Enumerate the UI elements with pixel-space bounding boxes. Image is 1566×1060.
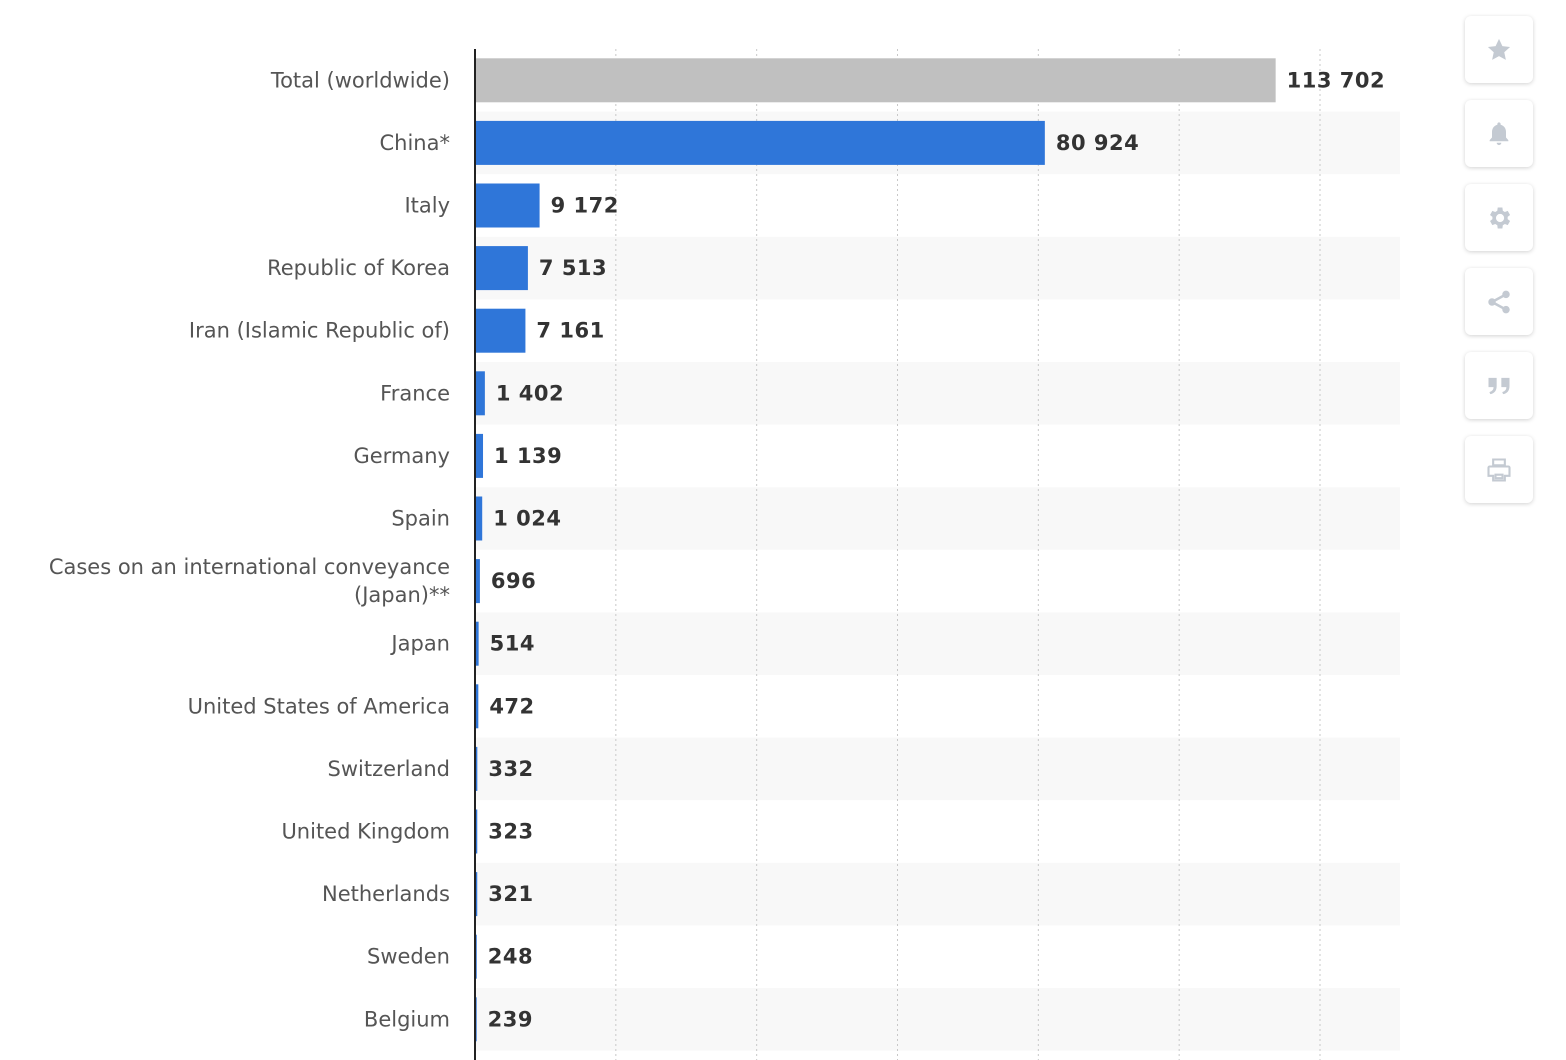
row-band <box>475 988 1400 1051</box>
category-label-line: France <box>380 381 450 405</box>
category-label-line: Japan <box>389 632 450 656</box>
favorite-button[interactable] <box>1465 16 1533 83</box>
bar <box>475 684 479 729</box>
value-label: 248 <box>488 945 533 969</box>
category-label: Switzerland <box>328 757 451 781</box>
category-label-line: Switzerland <box>328 757 451 781</box>
bar-chart: 113 702 Total (worldwide) 80 924 China* 9 17… <box>48 49 1400 1060</box>
row-band <box>475 487 1400 550</box>
value-label: 1 402 <box>496 381 564 405</box>
category-label: Belgium <box>364 1007 450 1031</box>
category-label: Spain <box>391 507 450 531</box>
row-band <box>475 236 1400 300</box>
value-label: 239 <box>488 1007 533 1031</box>
category-label: United Kingdom <box>281 820 450 844</box>
category-label: Iran (Islamic Republic of) <box>189 319 450 343</box>
category-label: Cases on an international conveyance (Jap… <box>49 555 450 607</box>
category-label-line: Republic of Korea <box>267 256 450 280</box>
bar <box>475 872 478 917</box>
bell-icon <box>1489 121 1509 145</box>
bar <box>475 746 478 791</box>
settings-button[interactable] <box>1465 184 1533 251</box>
category-label: China* <box>380 131 451 155</box>
category-label-line: Cases on an international conveyance <box>49 555 450 579</box>
value-label: 696 <box>491 569 536 593</box>
category-label-line: Iran (Islamic Republic of) <box>189 319 450 343</box>
row-band <box>475 737 1400 801</box>
value-label: 9 172 <box>551 194 619 218</box>
notification-button[interactable] <box>1465 100 1533 167</box>
value-label: 321 <box>488 882 533 906</box>
category-label: Italy <box>404 194 450 218</box>
value-label: 113 702 <box>1287 68 1385 92</box>
category-label: France <box>380 381 450 405</box>
row-band <box>475 612 1400 675</box>
category-label-line: Belgium <box>364 1007 450 1031</box>
cite-button[interactable] <box>1465 352 1533 419</box>
bar <box>475 308 526 353</box>
value-label: 472 <box>489 694 534 718</box>
category-label-line: Spain <box>391 507 450 531</box>
value-label: 1 139 <box>494 444 562 468</box>
category-label-line: Italy <box>404 194 450 218</box>
bar <box>475 496 483 541</box>
category-label: Total (worldwide) <box>270 68 450 92</box>
chart-svg: 113 702 Total (worldwide) 80 924 China* 9 17… <box>48 49 1400 1060</box>
star-icon <box>1487 38 1511 60</box>
print-button[interactable] <box>1465 436 1533 503</box>
category-label-line: China* <box>380 131 451 155</box>
value-label: 323 <box>488 820 533 844</box>
row-band <box>475 362 1400 425</box>
share-button[interactable] <box>1465 268 1533 335</box>
bar <box>475 621 479 666</box>
category-label-line: (Japan)** <box>354 583 450 607</box>
quote-icon <box>1488 377 1510 394</box>
category-label-line: Germany <box>353 444 450 468</box>
value-label: 1 024 <box>493 507 561 531</box>
share-icon <box>1488 290 1510 313</box>
value-label: 514 <box>490 632 535 656</box>
category-label: Netherlands <box>322 882 450 906</box>
value-label: 80 924 <box>1056 131 1139 155</box>
bar <box>475 58 1276 103</box>
bar <box>475 559 480 604</box>
category-label-line: United Kingdom <box>281 820 450 844</box>
bar <box>475 120 1045 165</box>
value-label: 332 <box>488 757 533 781</box>
bar <box>475 809 478 854</box>
category-label: Republic of Korea <box>267 256 450 280</box>
category-label: United States of America <box>188 694 450 718</box>
category-label: Germany <box>353 444 450 468</box>
category-label-line: United States of America <box>188 694 450 718</box>
value-label: 7 513 <box>539 256 607 280</box>
category-label-line: Total (worldwide) <box>270 68 450 92</box>
category-label: Japan <box>389 632 450 656</box>
bar <box>475 371 485 416</box>
row-band <box>475 862 1400 926</box>
category-label-line: Netherlands <box>322 882 450 906</box>
print-icon <box>1487 457 1511 482</box>
chart-toolbar <box>1465 16 1535 520</box>
category-label-line: Sweden <box>367 945 450 969</box>
bar <box>475 183 540 228</box>
gear-icon <box>1490 207 1511 228</box>
category-label: Sweden <box>367 945 450 969</box>
value-label: 7 161 <box>536 319 604 343</box>
bar <box>475 433 484 478</box>
bar <box>475 246 528 291</box>
